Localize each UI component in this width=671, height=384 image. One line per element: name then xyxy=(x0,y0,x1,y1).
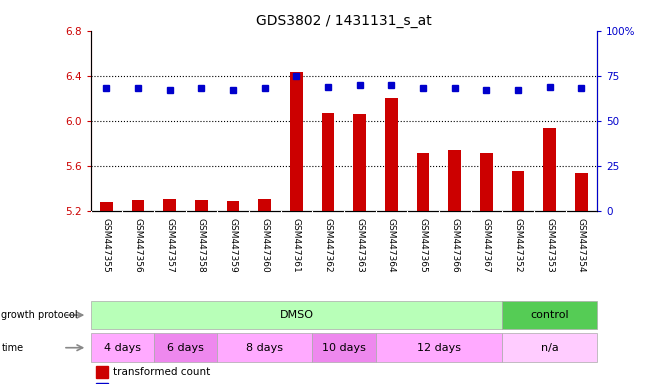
Text: 12 days: 12 days xyxy=(417,343,461,353)
Text: 10 days: 10 days xyxy=(322,343,366,353)
Bar xyxy=(417,152,429,211)
Text: DMSO: DMSO xyxy=(279,310,313,320)
Text: GSM447353: GSM447353 xyxy=(546,218,554,273)
Text: GSM447352: GSM447352 xyxy=(513,218,523,273)
Title: GDS3802 / 1431131_s_at: GDS3802 / 1431131_s_at xyxy=(256,14,431,28)
Bar xyxy=(502,301,597,329)
Bar xyxy=(195,200,208,211)
Text: GSM447359: GSM447359 xyxy=(229,218,238,273)
Bar xyxy=(91,301,502,329)
Bar xyxy=(480,152,493,211)
Bar xyxy=(227,201,240,211)
Bar xyxy=(448,150,461,211)
Text: GSM447358: GSM447358 xyxy=(197,218,206,273)
Bar xyxy=(290,73,303,211)
Text: 8 days: 8 days xyxy=(246,343,283,353)
Text: GSM447360: GSM447360 xyxy=(260,218,269,273)
Bar xyxy=(376,333,502,362)
Bar xyxy=(96,366,108,377)
Bar xyxy=(575,173,588,211)
Text: time: time xyxy=(1,343,23,353)
Bar xyxy=(512,170,524,211)
Bar xyxy=(164,199,176,211)
Text: GSM447363: GSM447363 xyxy=(355,218,364,273)
Text: growth protocol: growth protocol xyxy=(1,310,78,320)
Bar xyxy=(354,114,366,211)
Bar xyxy=(96,383,108,384)
Text: 4 days: 4 days xyxy=(104,343,141,353)
Text: 6 days: 6 days xyxy=(167,343,204,353)
Bar xyxy=(312,333,376,362)
Bar xyxy=(100,202,113,211)
Text: GSM447367: GSM447367 xyxy=(482,218,491,273)
Text: n/a: n/a xyxy=(541,343,558,353)
Bar xyxy=(502,333,597,362)
Bar xyxy=(321,113,334,211)
Text: GSM447355: GSM447355 xyxy=(102,218,111,273)
Bar xyxy=(154,333,217,362)
Bar xyxy=(91,333,154,362)
Text: control: control xyxy=(530,310,569,320)
Bar xyxy=(258,199,271,211)
Text: GSM447366: GSM447366 xyxy=(450,218,459,273)
Text: GSM447356: GSM447356 xyxy=(134,218,142,273)
Text: transformed count: transformed count xyxy=(113,367,211,377)
Bar xyxy=(385,98,398,211)
Text: GSM447364: GSM447364 xyxy=(387,218,396,273)
Text: GSM447365: GSM447365 xyxy=(419,218,427,273)
Bar xyxy=(217,333,312,362)
Text: GSM447361: GSM447361 xyxy=(292,218,301,273)
Text: GSM447357: GSM447357 xyxy=(165,218,174,273)
Text: GSM447362: GSM447362 xyxy=(323,218,333,273)
Bar xyxy=(544,128,556,211)
Text: GSM447354: GSM447354 xyxy=(577,218,586,273)
Bar xyxy=(132,200,144,211)
